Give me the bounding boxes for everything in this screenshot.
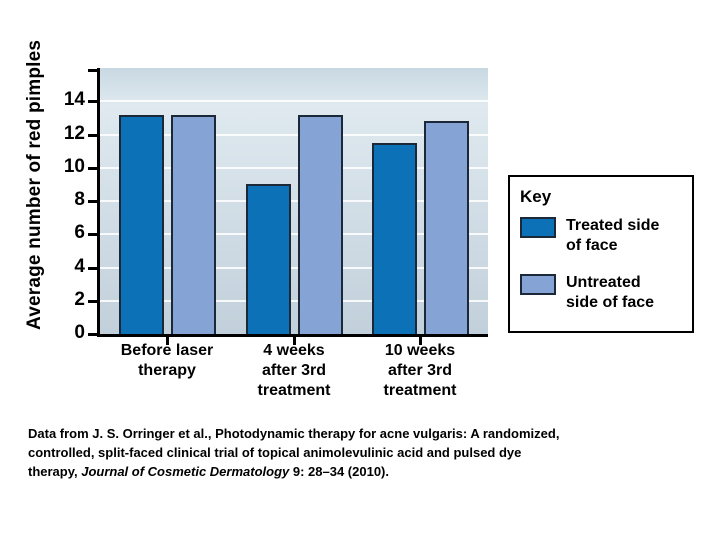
- gridline: [100, 233, 488, 236]
- x-tick: [293, 337, 296, 345]
- treated-color-swatch: [520, 217, 556, 238]
- x-category-label-1: 4 weeks after 3rd treatment: [219, 341, 369, 401]
- y-tick: [88, 266, 98, 270]
- y-tick-label: 12: [63, 122, 85, 144]
- x-category-label-line: after 3rd: [261, 362, 327, 379]
- bar-untreated-2: [423, 121, 469, 334]
- source-citation: Data from J. S. Orringer et al., Photody…: [28, 424, 700, 481]
- bar-treated-0: [118, 114, 164, 334]
- caption-text: 9: 28–34 (2010).: [289, 464, 389, 479]
- bar-treated-1: [245, 184, 291, 334]
- bar-untreated-0: [170, 114, 216, 334]
- journal-name: Journal of Cosmetic Dermatology: [81, 464, 290, 479]
- legend-item-label: Treated side of face: [566, 217, 660, 254]
- x-tick: [166, 337, 169, 345]
- y-tick-label: 14: [63, 89, 85, 111]
- y-tick: [88, 100, 98, 104]
- caption-text: controlled, split-faced clinical trial o…: [28, 445, 522, 460]
- gridline: [100, 133, 488, 136]
- x-category-label-line: treatment: [257, 382, 331, 399]
- caption-line: controlled, split-faced clinical trial o…: [28, 443, 700, 462]
- y-tick-label: 8: [74, 189, 85, 210]
- y-tick-label: 0: [74, 322, 85, 343]
- y-tick-label: 2: [74, 288, 85, 310]
- y-tick-label: 10: [63, 155, 85, 177]
- x-category-label-line: 10 weeks: [384, 342, 456, 359]
- x-category-label-line: after 3rd: [387, 362, 453, 379]
- y-tick: [88, 333, 98, 336]
- caption-text: Data from J. S. Orringer et al., Photody…: [28, 426, 560, 441]
- legend-title: Key: [520, 187, 552, 206]
- gridline: [100, 266, 488, 269]
- x-category-label-2: 10 weeks after 3rd treatment: [345, 341, 495, 401]
- x-category-label-line: treatment: [383, 382, 457, 399]
- gridline: [100, 100, 488, 103]
- x-category-label-line: therapy: [138, 362, 196, 379]
- x-category-label-line: 4 weeks: [263, 342, 325, 359]
- legend-box: Key Treated side of face Untreated side …: [508, 175, 694, 333]
- caption-text: therapy,: [28, 464, 82, 479]
- legend-item-untreated: Untreated side of face: [520, 273, 684, 313]
- caption-line: Data from J. S. Orringer et al., Photody…: [28, 424, 700, 443]
- y-tick: [88, 200, 98, 203]
- y-axis-line: [97, 68, 100, 337]
- untreated-color-swatch: [520, 274, 556, 295]
- bar-untreated-1: [297, 114, 343, 334]
- y-tick: [88, 133, 98, 137]
- gridline: [100, 200, 488, 202]
- x-tick: [419, 337, 422, 345]
- gridline: [100, 299, 488, 302]
- y-tick-top: [88, 69, 98, 72]
- y-tick: [88, 166, 98, 170]
- y-tick: [88, 299, 98, 303]
- caption-line: therapy, Journal of Cosmetic Dermatology…: [28, 462, 700, 481]
- plot-area: [100, 68, 488, 334]
- bar-treated-2: [371, 142, 417, 334]
- y-tick-label: 6: [74, 222, 85, 244]
- y-tick: [88, 233, 98, 237]
- x-axis-line: [97, 334, 488, 337]
- x-category-label-0: Before laser therapy: [92, 341, 242, 381]
- gridline: [100, 166, 488, 169]
- legend-item-treated: Treated side of face: [520, 216, 684, 256]
- x-category-label-line: Before laser: [120, 342, 214, 359]
- legend-item-label: Untreated side of face: [566, 274, 655, 311]
- y-tick-label: 4: [74, 255, 85, 277]
